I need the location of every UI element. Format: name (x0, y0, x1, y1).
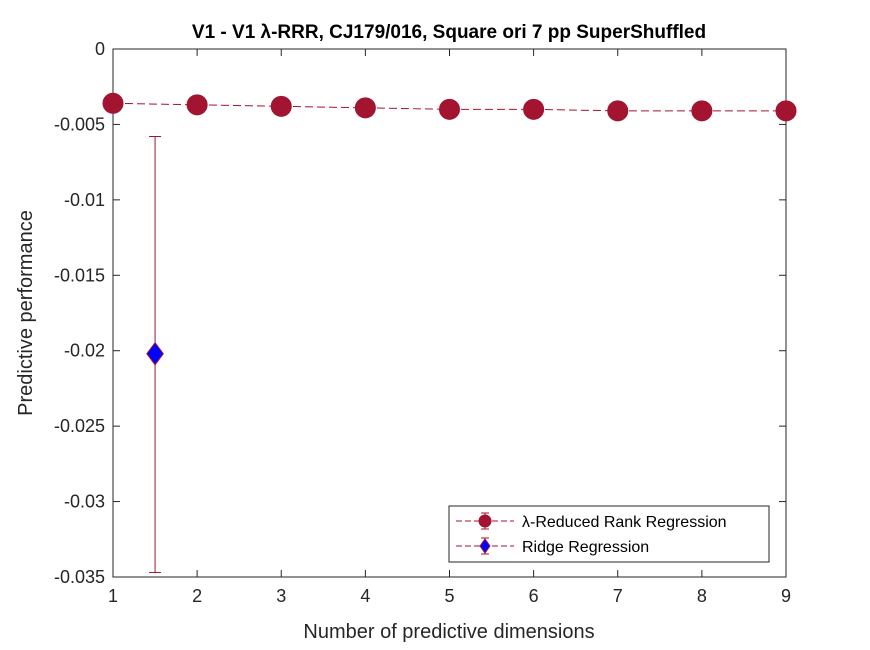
legend-marker-circle (478, 514, 492, 528)
legend: λ-Reduced Rank Regression Ridge Regressio… (448, 505, 770, 563)
rrr-point (439, 98, 460, 120)
rrr-point (186, 94, 208, 116)
plot-area (112, 48, 787, 578)
y-tick-label: -0.035 (54, 567, 105, 587)
x-tick-label: 3 (276, 586, 286, 606)
y-tick-label: -0.01 (64, 190, 105, 210)
series-layer (102, 92, 797, 573)
y-tick-label: -0.015 (54, 265, 105, 285)
legend-marker-diamond (479, 538, 491, 554)
legend-label: λ-Reduced Rank Regression (522, 514, 727, 531)
x-tick-label: 9 (781, 586, 791, 606)
rrr-point (523, 98, 545, 120)
rrr-point (691, 100, 713, 122)
y-tick-label: -0.02 (64, 341, 105, 361)
legend-box (448, 505, 770, 563)
x-tick-label: 8 (697, 586, 707, 606)
axis-ticks: 1 2 3 4 5 6 7 8 9 0 -0.005 -0.01 -0.015 -0.02 -0.025 -0… (54, 39, 791, 606)
chart-title: V1 - V1 λ-RRR, CJ179/016, Square ori 7 p… (192, 22, 706, 43)
x-tick-label: 7 (613, 586, 623, 606)
y-tick-label: -0.005 (54, 114, 105, 134)
legend-label: Ridge Regression (522, 539, 649, 556)
x-tick-label: 6 (529, 586, 539, 606)
ridge-point (146, 341, 164, 366)
x-axis-label: Number of predictive dimensions (303, 621, 594, 643)
x-tick-label: 2 (192, 586, 202, 606)
rrr-point (270, 95, 292, 117)
y-tick-label: -0.03 (64, 492, 105, 512)
x-tick-label: 4 (360, 586, 370, 606)
rrr-point (607, 100, 629, 122)
x-tick-label: 5 (444, 586, 454, 606)
y-tick-label: 0 (95, 39, 105, 59)
y-tick-label: -0.025 (54, 416, 105, 436)
x-tick-label: 1 (108, 586, 118, 606)
rrr-point (775, 100, 797, 122)
y-axis-label: Predictive performance (15, 210, 37, 416)
rrr-point (354, 97, 376, 119)
rrr-point (102, 92, 124, 114)
